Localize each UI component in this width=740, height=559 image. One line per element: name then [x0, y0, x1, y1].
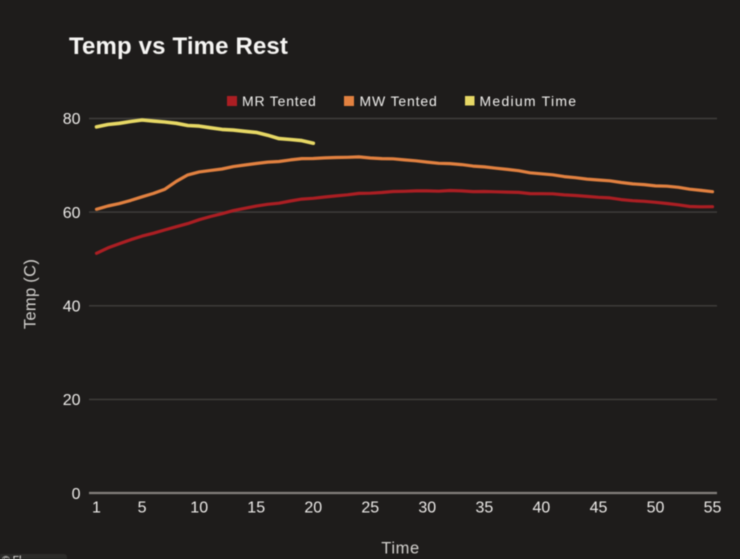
svg-text:40: 40 [533, 500, 551, 517]
svg-text:© Fl: © Fl [2, 554, 21, 559]
svg-text:45: 45 [590, 500, 608, 517]
svg-text:25: 25 [361, 500, 379, 517]
svg-text:50: 50 [647, 500, 665, 517]
svg-text:MW Tented: MW Tented [360, 93, 438, 109]
svg-text:20: 20 [304, 500, 322, 517]
svg-text:15: 15 [247, 500, 265, 517]
svg-text:Medium Time: Medium Time [480, 93, 578, 109]
svg-text:10: 10 [190, 500, 208, 517]
svg-text:40: 40 [63, 299, 81, 316]
svg-text:Time: Time [381, 540, 419, 558]
svg-text:5: 5 [138, 500, 147, 517]
svg-text:Temp vs Time Rest: Temp vs Time Rest [69, 33, 288, 60]
svg-text:60: 60 [63, 205, 81, 222]
svg-text:0: 0 [72, 486, 81, 503]
svg-text:Temp (C): Temp (C) [22, 259, 40, 329]
svg-text:20: 20 [63, 392, 81, 409]
svg-text:35: 35 [476, 500, 494, 517]
svg-text:30: 30 [418, 500, 436, 517]
svg-text:80: 80 [63, 111, 81, 128]
svg-text:MR Tented: MR Tented [242, 93, 317, 109]
svg-text:55: 55 [704, 500, 722, 517]
svg-text:1: 1 [92, 500, 101, 517]
